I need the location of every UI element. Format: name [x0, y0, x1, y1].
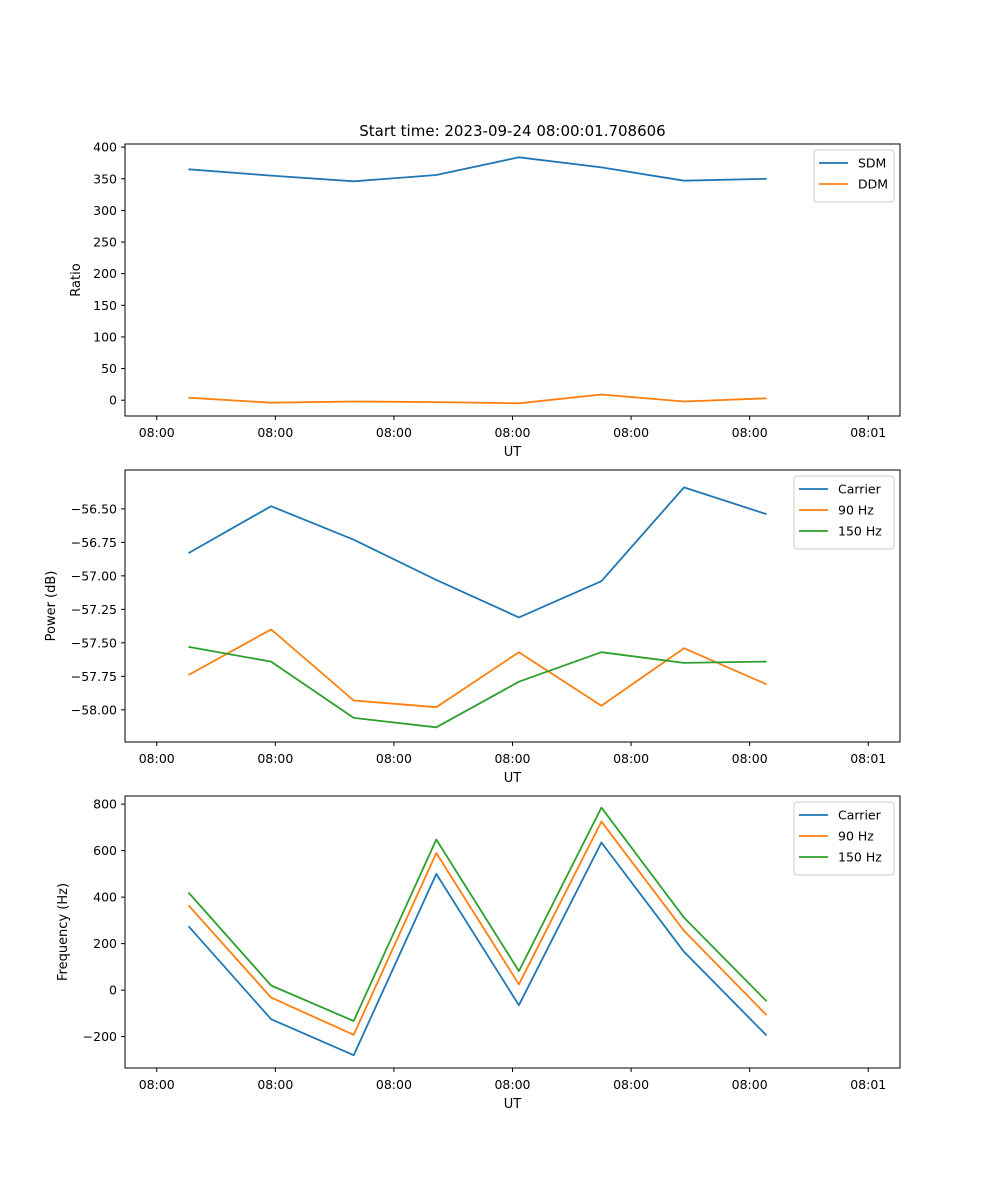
power-y-tick-label: −56.75 — [71, 535, 117, 550]
ratio-y-tick-label: 50 — [101, 361, 117, 376]
ratio-axes-frame — [124, 143, 901, 417]
frequency-x-tick-label: 08:00 — [257, 1077, 293, 1092]
ratio-x-tick-label: 08:00 — [494, 425, 530, 440]
frequency-y-tick-label: −200 — [83, 1029, 117, 1044]
power-legend: Carrier 90 Hz 150 Hz — [793, 475, 895, 550]
frequency-y-tick-label: 600 — [93, 843, 117, 858]
power-y-tick-label: −58.00 — [71, 702, 117, 717]
ratio-y-axis-label: Ratio — [69, 263, 84, 296]
ratio-legend: SDM DDM — [813, 149, 895, 203]
ratio-y-tick-label: 150 — [93, 298, 117, 313]
frequency-legend: Carrier 90 Hz 150 Hz — [793, 801, 895, 876]
power-x-tick-label: 08:00 — [732, 751, 768, 766]
power-y-tick-label: −56.50 — [71, 501, 117, 516]
power-y-tick-label: −57.00 — [71, 568, 117, 583]
ratio-legend-label: SDM — [858, 156, 886, 171]
power-series-carrier-line — [188, 486, 767, 619]
ratio-x-tick-label: 08:00 — [139, 425, 175, 440]
ratio-y-tick-label: 200 — [93, 266, 117, 281]
ratio-legend-label: DDM — [858, 177, 888, 192]
power-x-tick-label: 08:00 — [494, 751, 530, 766]
power-x-tick-label: 08:01 — [850, 751, 886, 766]
power-series-90-hz-line — [188, 628, 767, 709]
power-y-tick-label: −57.50 — [71, 635, 117, 650]
ratio-y-tick-label: 0 — [109, 393, 117, 408]
ratio-x-tick-label: 08:00 — [732, 425, 768, 440]
frequency-x-tick-label: 08:00 — [613, 1077, 649, 1092]
frequency-series-150-hz-line — [187, 806, 768, 1022]
frequency-legend-label: 90 Hz — [838, 829, 874, 844]
frequency-series-90-hz-line — [187, 820, 768, 1036]
power-x-tick-label: 08:00 — [376, 751, 412, 766]
frequency-y-axis-label: Frequency (Hz) — [56, 883, 71, 981]
power-y-tick-label: −57.75 — [71, 669, 117, 684]
power-x-tick-label: 08:00 — [613, 751, 649, 766]
ratio-panel: 0 50 100 150 200 250 300 350 400 08:00 08:00 08:00 0… — [69, 140, 901, 460]
frequency-panel: −200 0 200 400 600 800 08:00 08:00 08:00 08:00 08:… — [56, 795, 901, 1112]
ratio-y-tick-label: 350 — [93, 171, 117, 186]
power-x-tick-label: 08:00 — [257, 751, 293, 766]
frequency-y-tick-label: 800 — [93, 797, 117, 812]
frequency-x-tick-label: 08:01 — [850, 1077, 886, 1092]
ratio-y-tick-label: 300 — [93, 203, 117, 218]
ratio-x-tick-label: 08:00 — [376, 425, 412, 440]
frequency-x-axis-label: UT — [504, 1097, 522, 1112]
figure-title: Start time: 2023-09-24 08:00:01.708606 — [359, 122, 665, 140]
ratio-x-tick-label: 08:00 — [257, 425, 293, 440]
frequency-y-tick-label: 0 — [109, 983, 117, 998]
ratio-y-tick-label: 250 — [93, 235, 117, 250]
ratio-x-axis-label: UT — [504, 445, 522, 460]
frequency-axes-frame — [124, 795, 901, 1069]
ratio-series-sdm-line — [188, 156, 767, 183]
frequency-x-tick-label: 08:00 — [376, 1077, 412, 1092]
frequency-x-tick-label: 08:00 — [732, 1077, 768, 1092]
frequency-y-tick-label: 200 — [93, 936, 117, 951]
power-axes-frame — [124, 469, 901, 743]
ratio-x-tick-label: 08:01 — [850, 425, 886, 440]
power-y-axis-label: Power (dB) — [44, 571, 59, 642]
ratio-series-ddm-line — [188, 393, 767, 405]
ratio-y-tick-label: 400 — [93, 140, 117, 155]
frequency-x-tick-label: 08:00 — [494, 1077, 530, 1092]
frequency-legend-label: Carrier — [838, 808, 882, 823]
power-x-tick-label: 08:00 — [139, 751, 175, 766]
frequency-legend-label: 150 Hz — [838, 850, 882, 865]
power-x-axis-label: UT — [504, 771, 522, 786]
ratio-y-tick-label: 100 — [93, 329, 117, 344]
power-y-tick-label: −57.25 — [71, 602, 117, 617]
frequency-x-tick-label: 08:00 — [139, 1077, 175, 1092]
power-legend-label: 150 Hz — [838, 524, 882, 539]
power-legend-label: Carrier — [838, 482, 882, 497]
ratio-x-tick-label: 08:00 — [613, 425, 649, 440]
power-legend-label: 90 Hz — [838, 503, 874, 518]
power-panel: −58.00 −57.75 −57.50 −57.25 −57.00 −56.75 −56.… — [44, 469, 901, 786]
frequency-series-carrier-line — [187, 841, 768, 1057]
power-series-150-hz-line — [188, 646, 767, 729]
frequency-y-tick-label: 400 — [93, 890, 117, 905]
